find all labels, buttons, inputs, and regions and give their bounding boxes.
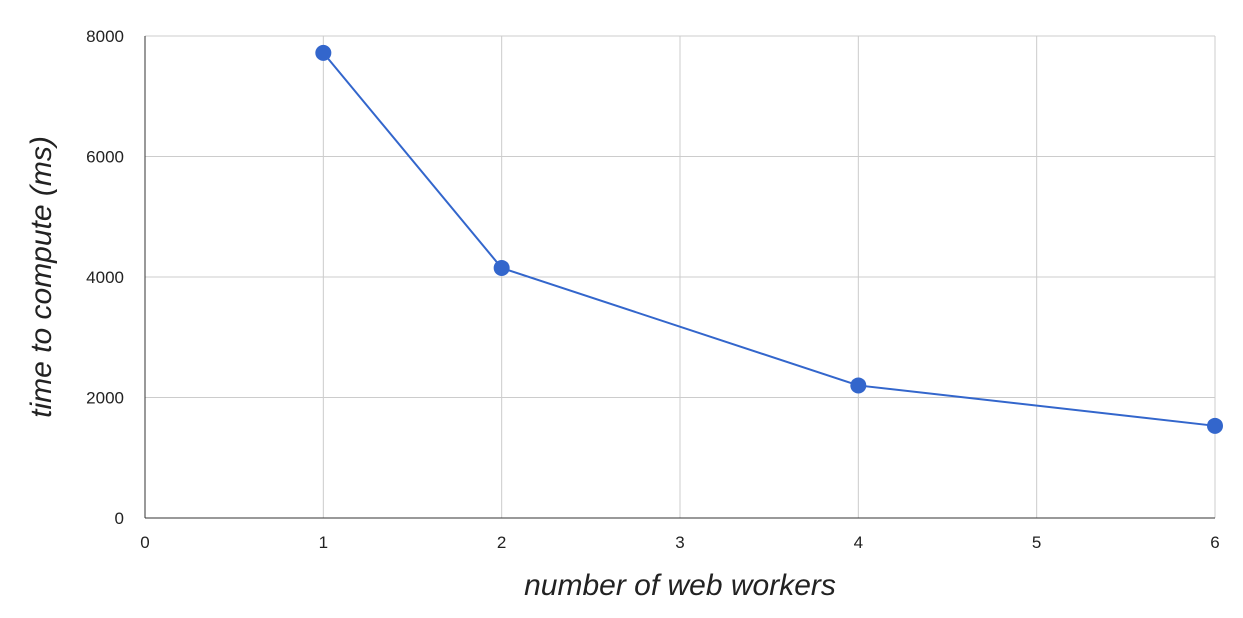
- y-tick-label: 2000: [86, 389, 124, 408]
- y-axis-label: time to compute (ms): [25, 136, 58, 418]
- axes: [144, 36, 1215, 519]
- y-tick-label: 0: [115, 509, 124, 528]
- y-tick-label: 4000: [86, 268, 124, 287]
- data-point: [493, 259, 510, 276]
- x-tick-label: 0: [140, 533, 149, 552]
- y-tick-label: 6000: [86, 148, 124, 167]
- y-tick-labels: 0 2000 4000 6000 8000: [86, 27, 124, 528]
- x-tick-label: 4: [854, 533, 863, 552]
- x-tick-label: 5: [1032, 533, 1041, 552]
- x-tick-labels: 0 1 2 3 4 5 6: [140, 533, 1219, 552]
- x-tick-label: 6: [1210, 533, 1219, 552]
- series-line: [322, 52, 1216, 427]
- data-point: [315, 44, 332, 61]
- series-group: [315, 44, 1223, 434]
- x-tick-label: 3: [675, 533, 684, 552]
- data-point: [850, 377, 867, 394]
- grid: [145, 35, 1216, 518]
- data-point: [1207, 417, 1223, 434]
- x-axis-label: number of web workers: [524, 569, 836, 602]
- x-tick-label: 2: [497, 533, 506, 552]
- y-tick-label: 8000: [86, 27, 124, 46]
- x-tick-label: 1: [319, 533, 328, 552]
